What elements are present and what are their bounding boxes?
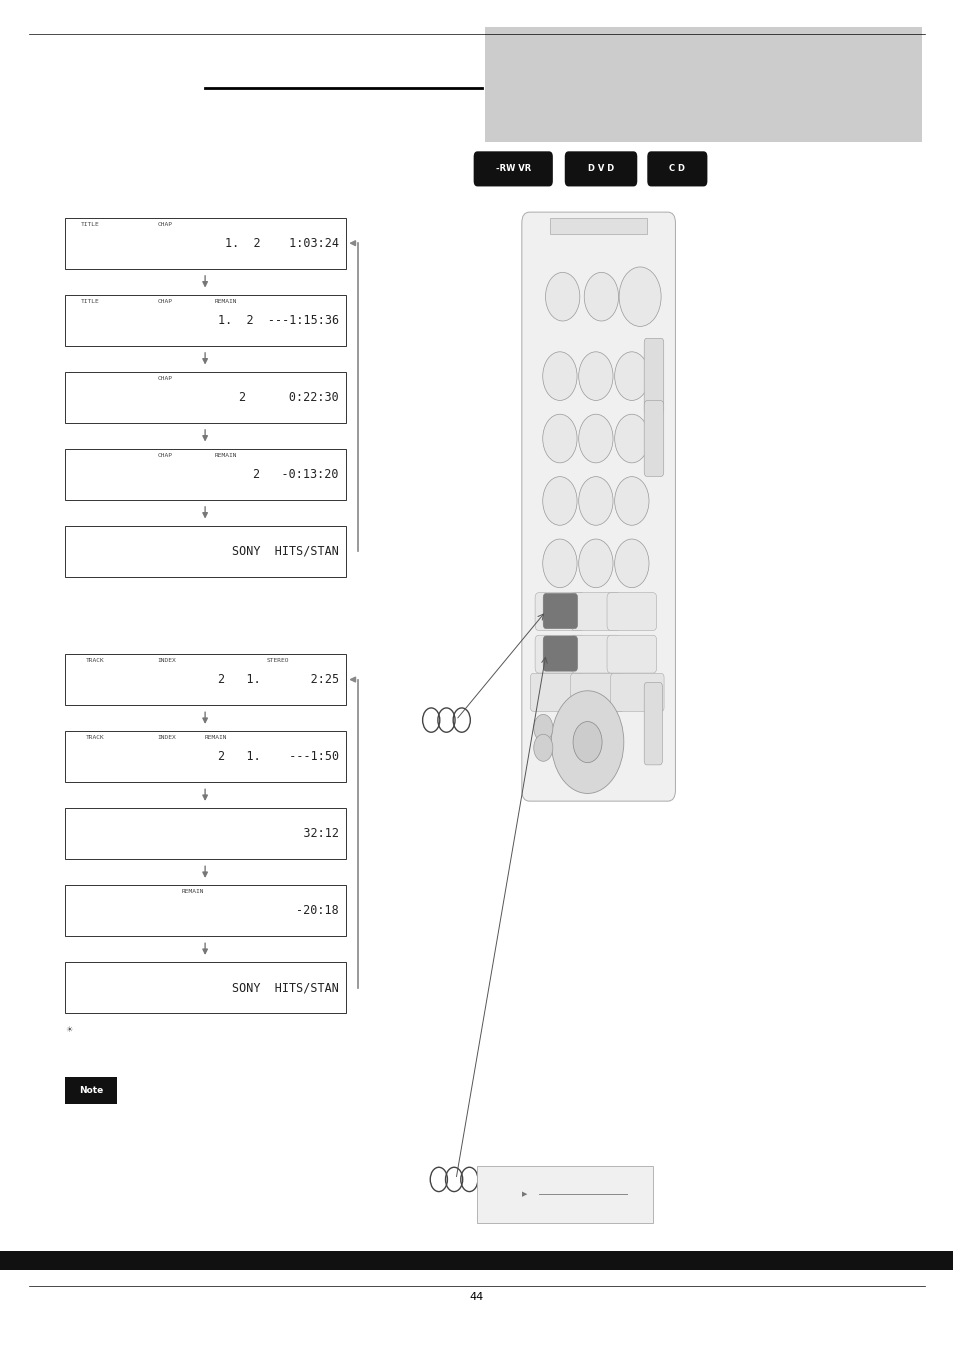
Circle shape: [614, 477, 648, 526]
Bar: [65, 731, 346, 782]
Text: REMAIN: REMAIN: [181, 889, 204, 894]
Text: 32:12: 32:12: [225, 827, 338, 840]
Bar: [65, 218, 346, 269]
Bar: [65, 654, 346, 705]
Circle shape: [578, 539, 613, 588]
Bar: [65, 372, 346, 423]
FancyBboxPatch shape: [643, 401, 663, 477]
Bar: [550, 218, 646, 234]
FancyBboxPatch shape: [606, 593, 656, 631]
Text: INDEX: INDEX: [157, 735, 176, 740]
Text: INDEX: INDEX: [157, 658, 176, 663]
FancyBboxPatch shape: [542, 636, 577, 671]
Circle shape: [542, 539, 577, 588]
Text: CHAP: CHAP: [157, 453, 172, 458]
Bar: [65, 885, 346, 936]
Bar: [65, 295, 346, 346]
Circle shape: [545, 273, 579, 322]
Bar: [484, 27, 921, 142]
FancyBboxPatch shape: [521, 212, 675, 801]
Circle shape: [614, 415, 648, 463]
Text: 2   -0:13:20: 2 -0:13:20: [253, 467, 338, 481]
Circle shape: [618, 267, 660, 327]
FancyBboxPatch shape: [643, 682, 661, 765]
FancyBboxPatch shape: [474, 151, 553, 186]
Circle shape: [542, 351, 577, 400]
Text: REMAIN: REMAIN: [205, 735, 228, 740]
Circle shape: [534, 735, 553, 762]
FancyBboxPatch shape: [643, 338, 663, 413]
Text: 2   1.       2:25: 2 1. 2:25: [217, 673, 338, 686]
Text: TITLE: TITLE: [81, 299, 100, 304]
Text: Note: Note: [79, 1086, 103, 1094]
FancyBboxPatch shape: [606, 635, 656, 673]
Circle shape: [578, 477, 613, 526]
Text: TRACK: TRACK: [86, 735, 105, 740]
Text: SONY  HITS/STAN: SONY HITS/STAN: [232, 544, 338, 558]
Text: TITLE: TITLE: [81, 222, 100, 227]
Bar: [65, 449, 346, 500]
Text: CHAP: CHAP: [157, 299, 172, 304]
Bar: [65, 808, 346, 859]
Circle shape: [542, 477, 577, 526]
Circle shape: [583, 273, 618, 322]
Text: 44: 44: [470, 1292, 483, 1302]
Text: C D: C D: [669, 165, 684, 173]
FancyBboxPatch shape: [535, 593, 584, 631]
Bar: [476, 1166, 653, 1223]
Text: 1.  2    1:03:24: 1. 2 1:03:24: [225, 236, 338, 250]
Text: 1.  2  ---1:15:36: 1. 2 ---1:15:36: [217, 313, 338, 327]
FancyBboxPatch shape: [571, 635, 620, 673]
Text: ▶: ▶: [521, 1192, 527, 1197]
Circle shape: [578, 351, 613, 400]
Text: 2      0:22:30: 2 0:22:30: [238, 390, 338, 404]
Text: D V D: D V D: [587, 165, 614, 173]
Text: REMAIN: REMAIN: [214, 299, 237, 304]
FancyBboxPatch shape: [535, 635, 584, 673]
Circle shape: [551, 690, 623, 793]
Circle shape: [542, 415, 577, 463]
FancyBboxPatch shape: [570, 674, 623, 711]
FancyBboxPatch shape: [542, 593, 577, 628]
FancyBboxPatch shape: [564, 151, 637, 186]
Bar: [65, 962, 346, 1013]
Text: -RW VR: -RW VR: [496, 165, 530, 173]
Circle shape: [534, 715, 553, 742]
Bar: [0, 1251, 953, 1270]
Text: STEREO: STEREO: [267, 658, 290, 663]
Text: ☀: ☀: [65, 1025, 72, 1034]
Bar: [65, 1077, 117, 1104]
FancyBboxPatch shape: [530, 674, 583, 711]
Text: -20:18: -20:18: [238, 904, 338, 917]
Text: REMAIN: REMAIN: [214, 453, 237, 458]
FancyBboxPatch shape: [610, 674, 663, 711]
Text: TRACK: TRACK: [86, 658, 105, 663]
Text: CHAP: CHAP: [157, 222, 172, 227]
Circle shape: [614, 351, 648, 400]
Text: CHAP: CHAP: [157, 376, 172, 381]
Circle shape: [614, 539, 648, 588]
Circle shape: [578, 415, 613, 463]
Text: 2   1.    ---1:50: 2 1. ---1:50: [217, 750, 338, 763]
FancyBboxPatch shape: [646, 151, 707, 186]
FancyBboxPatch shape: [571, 593, 620, 631]
Bar: [65, 526, 346, 577]
Text: SONY  HITS/STAN: SONY HITS/STAN: [232, 981, 338, 994]
Circle shape: [573, 721, 601, 762]
